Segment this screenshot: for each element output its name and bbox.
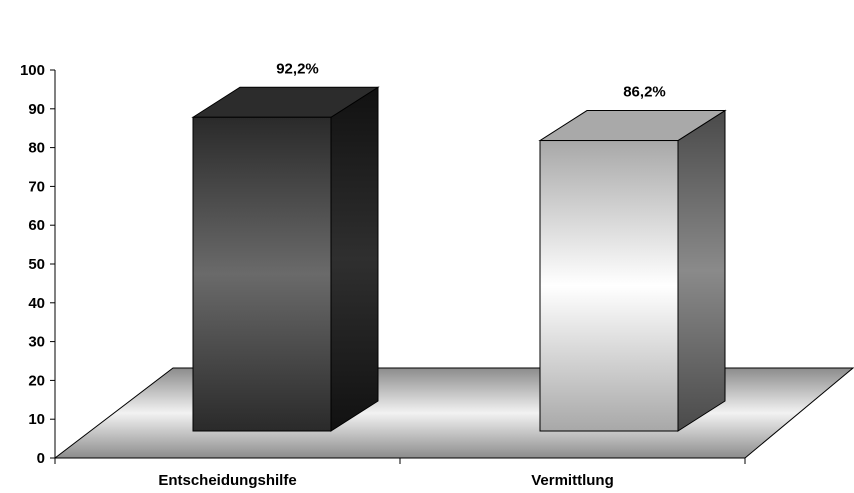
y-tick-label: 10 xyxy=(28,411,45,428)
y-tick-label: 40 xyxy=(28,295,45,312)
data-label: 86,2% xyxy=(623,84,666,101)
bar-vermittlung: 86,2% xyxy=(538,84,727,432)
data-label: 92,2% xyxy=(276,60,319,77)
bar-front xyxy=(539,140,679,432)
y-tick-label: 60 xyxy=(28,217,45,234)
bar-front xyxy=(192,116,332,432)
y-tick-label: 0 xyxy=(37,450,45,467)
y-tick-label: 20 xyxy=(28,372,45,389)
chart-floor xyxy=(53,367,854,459)
bars: 92,2% 86,2% xyxy=(191,60,727,432)
bar-entscheidungshilfe: 92,2% xyxy=(191,60,380,432)
y-tick-label: 50 xyxy=(28,256,45,273)
y-tick-label: 90 xyxy=(28,101,45,118)
bar-side xyxy=(330,86,379,432)
x-tick-label: Vermittlung xyxy=(531,472,614,489)
y-tick-label: 80 xyxy=(28,140,45,157)
x-tick-label: Entscheidungshilfe xyxy=(158,472,296,489)
y-tick-label: 100 xyxy=(20,62,45,79)
bar-side xyxy=(677,109,726,432)
y-ticks: 0 10 20 30 40 50 60 70 80 90 100 xyxy=(20,62,746,467)
y-tick-label: 70 xyxy=(28,178,45,195)
y-tick-label: 30 xyxy=(28,334,45,351)
x-tick-labels: Entscheidungshilfe Vermittlung xyxy=(158,472,613,489)
